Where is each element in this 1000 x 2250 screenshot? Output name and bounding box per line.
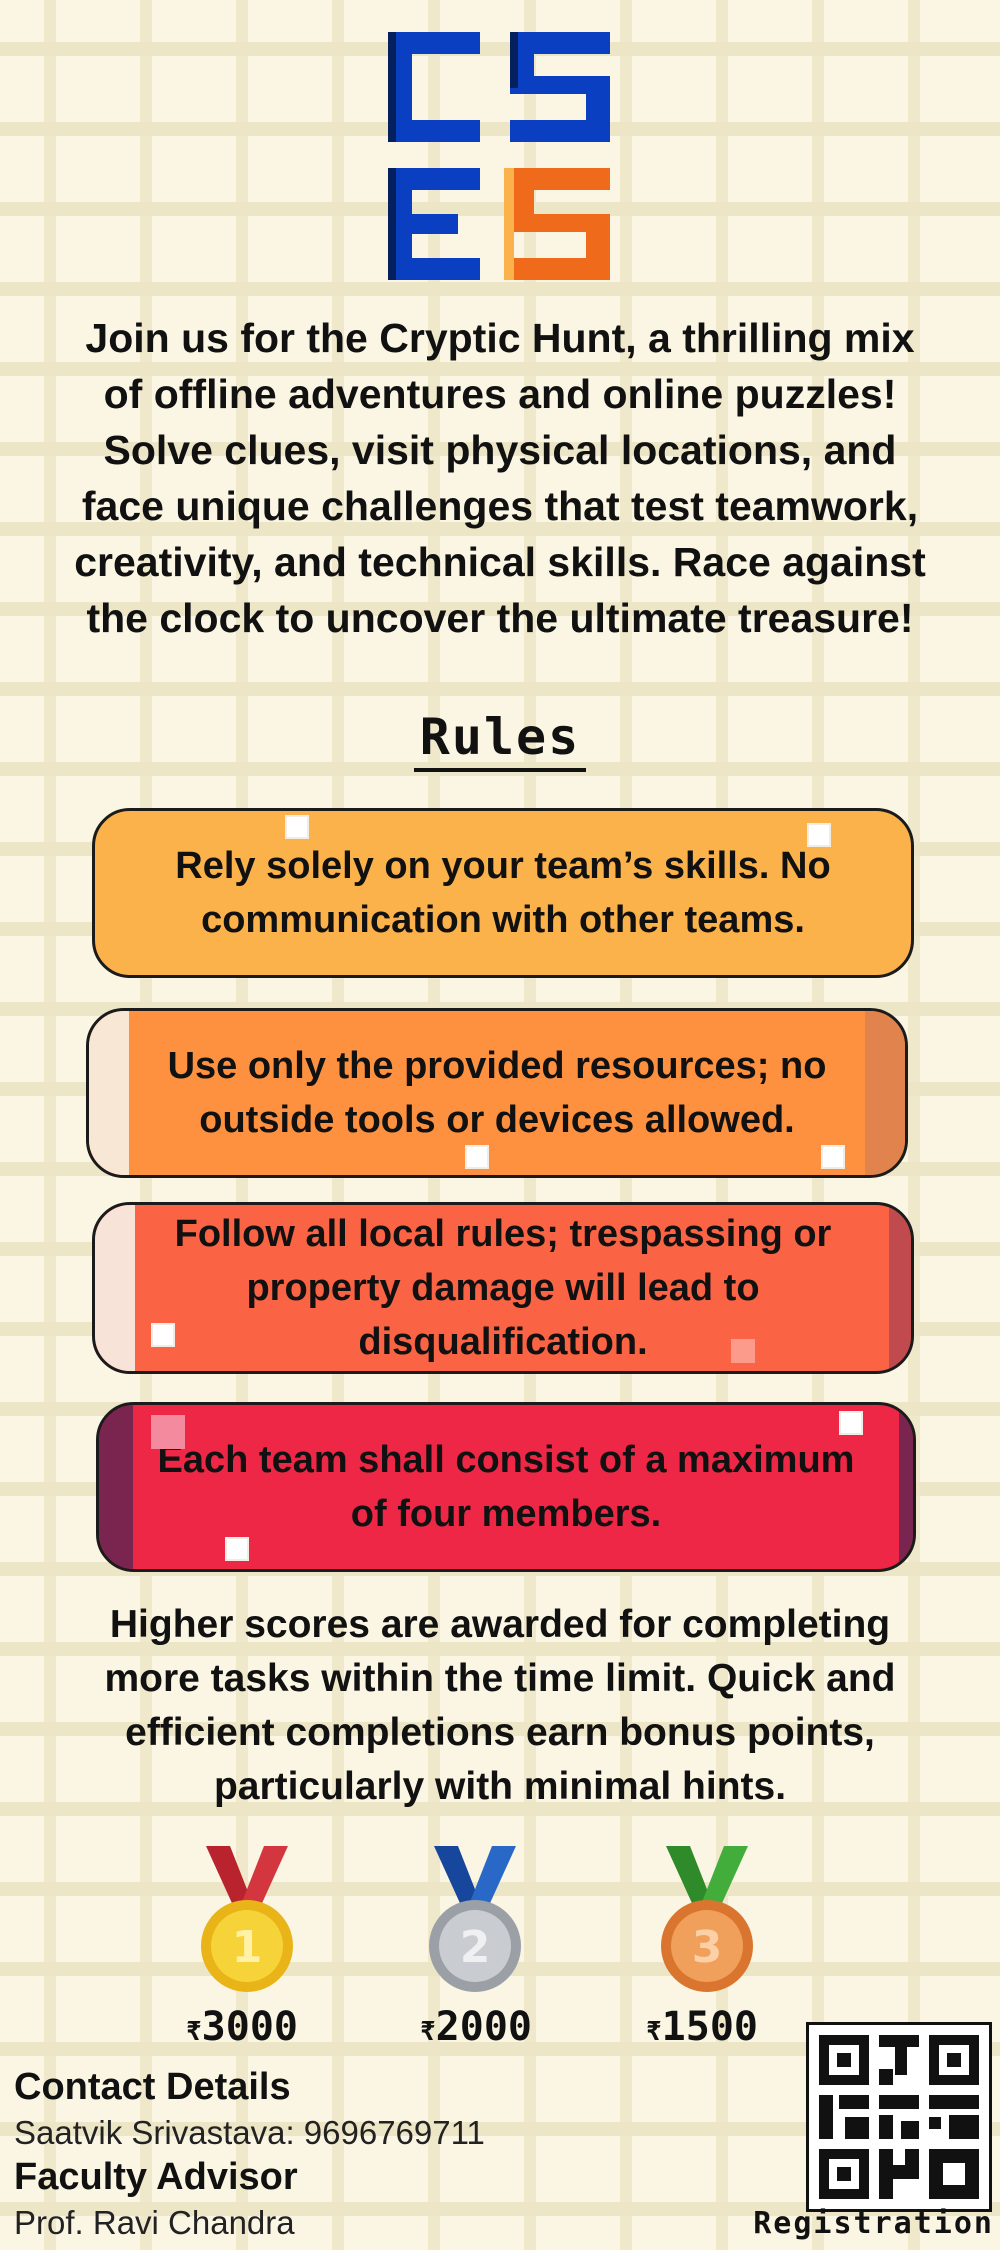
advisor-name: Prof. Ravi Chandra — [14, 2204, 295, 2241]
sparkle — [465, 1145, 489, 1169]
svg-text:2: 2 — [460, 1922, 491, 1973]
rule-card-3: Follow all local rules; trespassing or p… — [92, 1202, 914, 1374]
cses-logo — [380, 28, 620, 284]
rules-heading-label: Rules — [413, 708, 587, 772]
sparkle — [151, 1415, 185, 1449]
svg-text:1: 1 — [232, 1922, 263, 1973]
sparkle — [285, 815, 309, 839]
contact-heading: Contact Details — [14, 2066, 291, 2108]
prize-first: ₹3000 — [186, 2004, 298, 2050]
contact-line: Saatvik Srivastava: 9696769711 — [14, 2114, 485, 2151]
sparkle — [151, 1323, 175, 1347]
rules-heading: Rules — [0, 708, 1000, 772]
rule-card-4: Each team shall consist of a maximum of … — [96, 1402, 916, 1572]
prize-second: ₹2000 — [420, 2004, 532, 2050]
gold-medal-icon: 1 — [192, 1846, 302, 1996]
sparkle — [807, 823, 831, 847]
intro-text: Join us for the Cryptic Hunt, a thrillin… — [74, 315, 926, 641]
rule-text: Follow all local rules; trespassing or p… — [174, 1213, 832, 1363]
scoring-text: Higher scores are awarded for completing… — [104, 1603, 896, 1808]
advisor-heading: Faculty Advisor — [14, 2156, 298, 2198]
silver-medal-icon: 2 — [420, 1846, 530, 1996]
rule-text: Each team shall consist of a maximum of … — [157, 1439, 855, 1535]
sparkle — [821, 1145, 845, 1169]
cses-logo-art — [388, 32, 610, 280]
prize-third: ₹1500 — [646, 2004, 758, 2050]
sparkle — [731, 1339, 755, 1363]
qr-code-icon[interactable] — [806, 2022, 992, 2212]
registration-label[interactable]: Registration — [753, 2206, 994, 2241]
rule-card-1: Rely solely on your team’s skills. No co… — [92, 808, 914, 978]
bronze-medal-icon: 3 — [652, 1846, 762, 1996]
sparkle — [839, 1411, 863, 1435]
sparkle — [225, 1537, 249, 1561]
svg-text:3: 3 — [692, 1922, 723, 1973]
rule-card-2: Use only the provided resources; no outs… — [86, 1008, 908, 1178]
rule-text: Use only the provided resources; no outs… — [167, 1045, 827, 1141]
rule-text: Rely solely on your team’s skills. No co… — [175, 845, 831, 941]
